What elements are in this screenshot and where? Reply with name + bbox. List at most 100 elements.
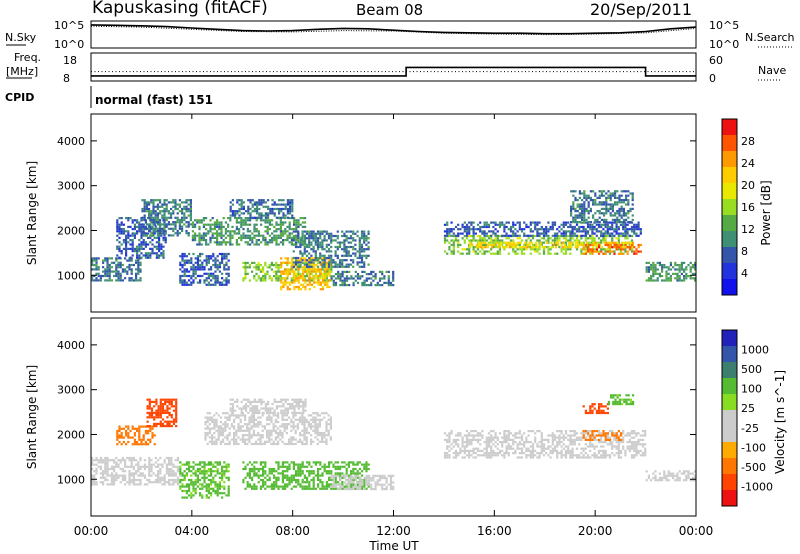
range-cell: [102, 259, 105, 262]
range-cell: [360, 230, 364, 233]
range-cell: [604, 225, 607, 229]
range-cell: [235, 232, 238, 235]
range-cell: [606, 221, 609, 224]
range-cell: [104, 478, 107, 482]
range-cell: [225, 463, 228, 466]
range-cell: [183, 270, 186, 273]
range-cell: [294, 234, 298, 238]
range-cell: [542, 252, 546, 255]
range-cell: [223, 266, 226, 269]
range-cell: [222, 438, 225, 441]
range-cell: [554, 246, 558, 249]
range-cell: [279, 234, 282, 237]
range-cell: [485, 232, 488, 235]
range-cell: [139, 268, 142, 271]
range-cell: [294, 259, 298, 262]
range-cell: [285, 418, 288, 421]
range-cell: [576, 246, 580, 249]
range-cell: [672, 272, 675, 275]
range-cell: [294, 425, 297, 428]
range-cell: [516, 243, 519, 246]
range-cell: [116, 225, 119, 228]
range-cell: [127, 440, 130, 444]
range-cell: [528, 241, 531, 244]
range-cell: [620, 248, 623, 251]
range-cell: [596, 218, 599, 221]
range-cell: [135, 483, 138, 486]
range-cell: [363, 284, 366, 287]
range-cell: [257, 230, 260, 233]
range-cell: [308, 239, 311, 242]
range-cell: [631, 246, 635, 249]
range-cell: [216, 219, 219, 222]
range-cell: [581, 207, 584, 210]
range-cell: [149, 256, 152, 259]
range-cell: [223, 481, 226, 484]
range-cell: [310, 230, 313, 233]
range-cell: [159, 403, 162, 406]
range-cell: [207, 272, 210, 275]
range-cell: [185, 216, 188, 219]
range-cell: [536, 223, 539, 226]
range-cell: [282, 216, 285, 219]
range-cell: [321, 431, 324, 435]
range-cell: [255, 440, 258, 443]
range-cell: [161, 411, 165, 414]
range-cell: [509, 246, 513, 249]
range-cell: [154, 205, 157, 208]
range-cell: [260, 407, 263, 410]
range-cell: [228, 442, 231, 446]
range-cell: [645, 279, 648, 282]
range-cell: [303, 248, 306, 251]
range-cell: [694, 268, 697, 271]
range-cell: [192, 263, 195, 267]
range-cell: [661, 268, 664, 271]
range-cell: [305, 418, 308, 421]
range-cell: [292, 425, 295, 428]
range-cell: [189, 223, 192, 226]
range-cell: [363, 270, 366, 273]
range-cell: [213, 228, 216, 231]
range-cell: [345, 263, 348, 266]
range-cell: [583, 212, 586, 215]
range-cell: [242, 201, 245, 204]
range-cell: [521, 246, 525, 249]
range-cell: [213, 440, 216, 443]
range-cell: [162, 239, 165, 242]
range-cell: [117, 465, 120, 468]
range-cell: [291, 281, 294, 284]
range-cell: [168, 478, 171, 482]
range-cell: [323, 416, 326, 419]
range-cell: [613, 250, 616, 253]
range-cell: [476, 223, 480, 226]
range-cell: [461, 223, 464, 226]
range-cell: [279, 425, 282, 428]
range-cell: [691, 272, 694, 275]
range-cell: [591, 243, 594, 247]
range-cell: [125, 239, 128, 242]
range-cell: [580, 250, 583, 253]
range-cell: [582, 252, 585, 255]
range-cell: [343, 259, 346, 262]
range-cell: [244, 275, 247, 278]
range-cell: [253, 483, 256, 486]
range-cell: [216, 255, 219, 258]
range-cell: [161, 203, 164, 206]
range-cell: [125, 234, 128, 237]
range-cell: [242, 212, 245, 215]
range-cell: [303, 239, 306, 242]
range-cell: [242, 277, 245, 280]
range-cell: [250, 436, 253, 439]
range-cell: [118, 434, 121, 437]
range-cell: [176, 476, 179, 479]
range-cell: [116, 228, 119, 231]
range-cell: [131, 221, 134, 224]
range-cell: [183, 212, 186, 215]
range-cell: [613, 228, 616, 231]
range-cell: [233, 230, 236, 233]
range-cell: [229, 239, 232, 242]
range-cell: [289, 405, 292, 408]
range-cell: [187, 225, 190, 228]
range-cell: [102, 261, 105, 264]
range-cell: [179, 255, 182, 258]
